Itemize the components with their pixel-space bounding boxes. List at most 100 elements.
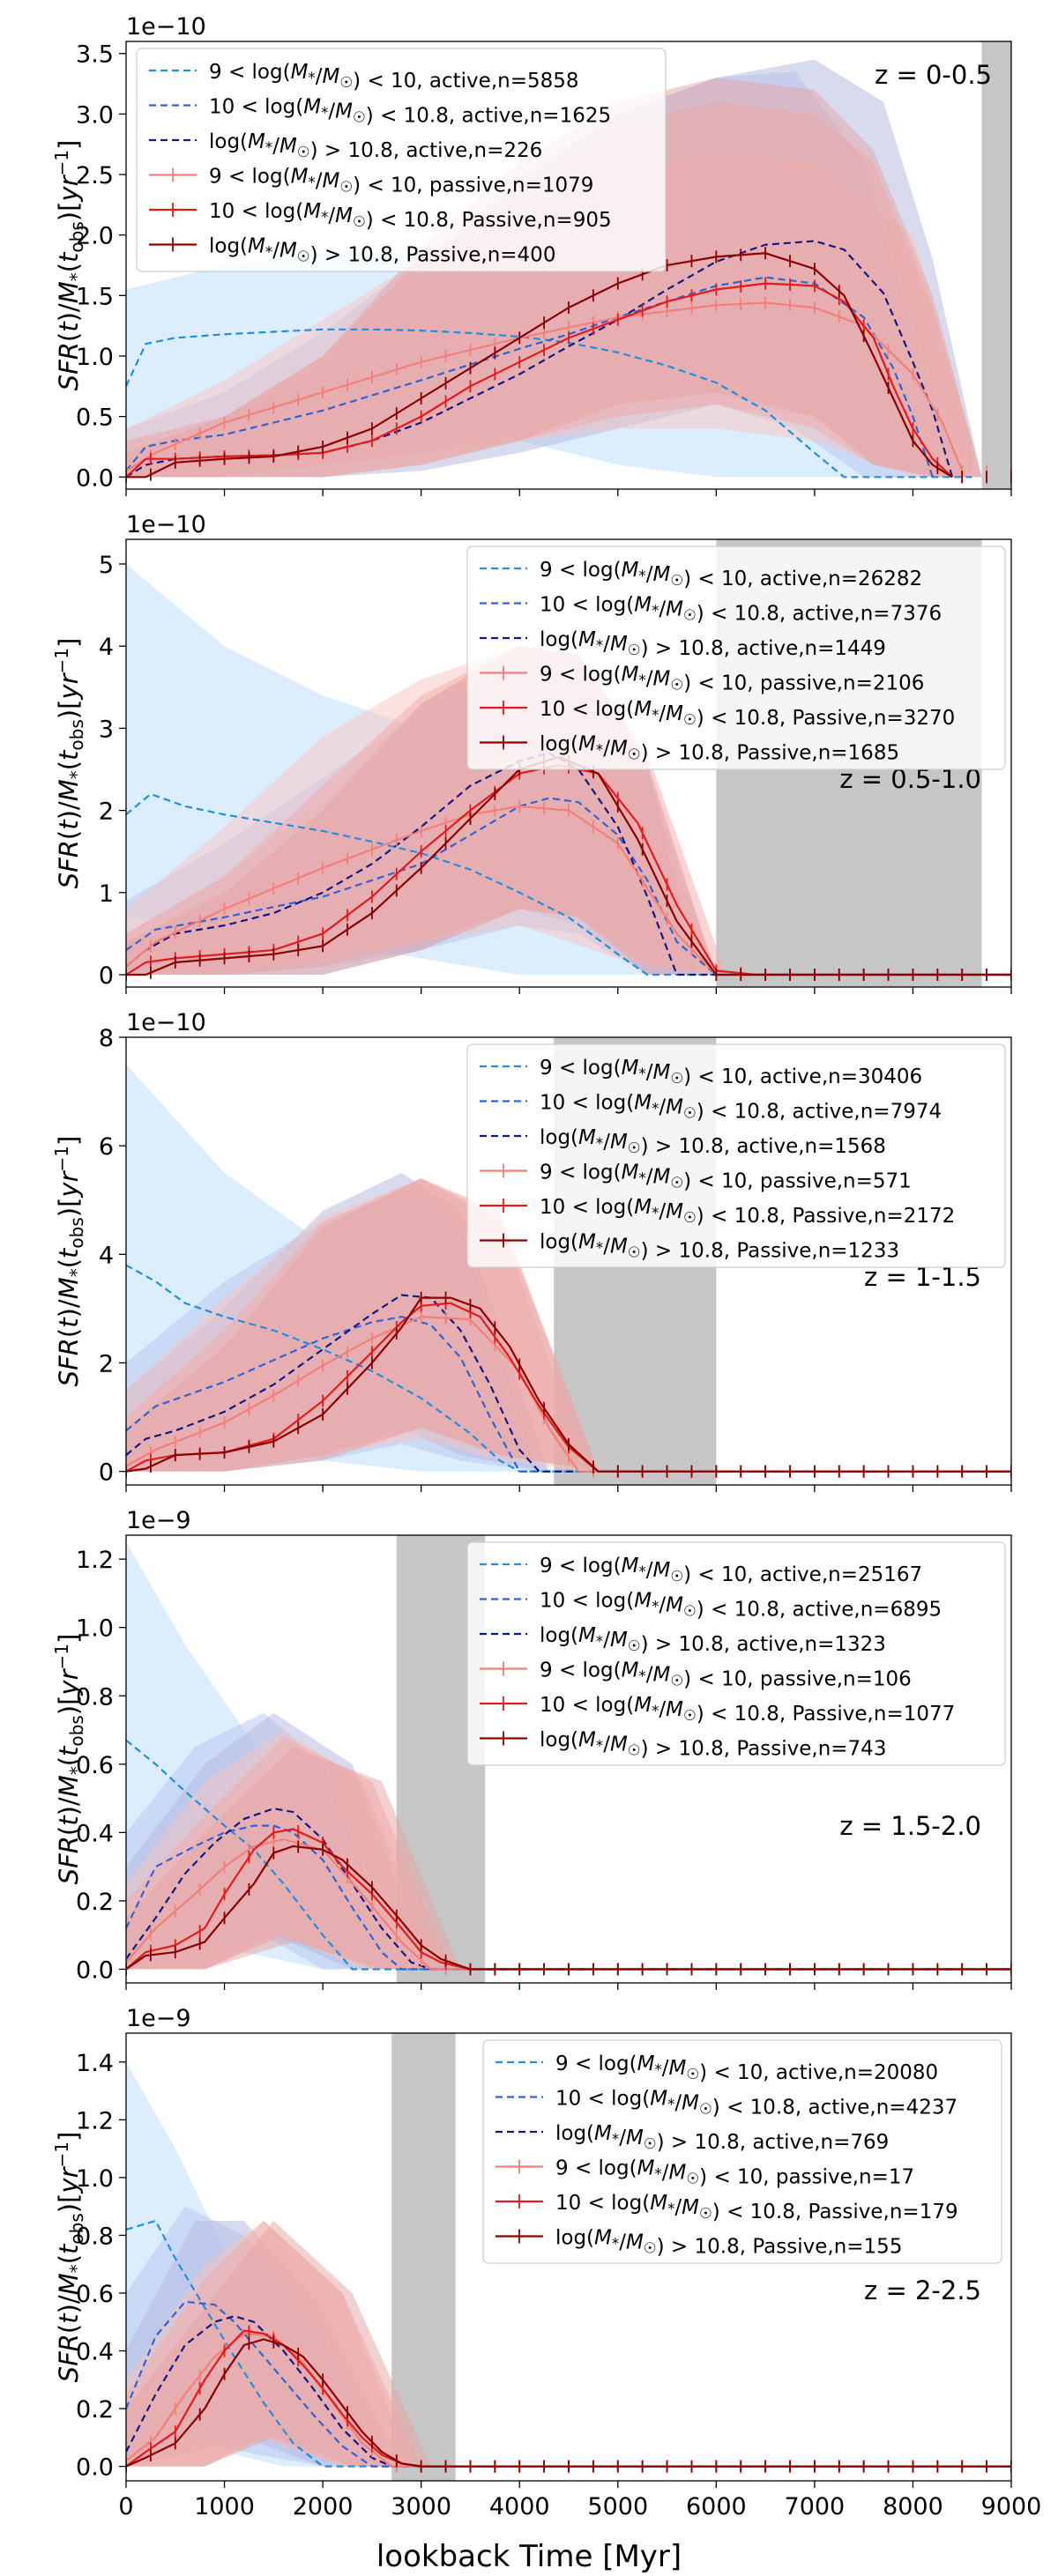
legend-entry-2: 10 < log(M*/M☉) < 10.8, active,n=4237 — [555, 2088, 957, 2119]
axes-frame — [125, 1036, 1012, 1486]
series-line-1 — [126, 328, 972, 479]
scale-label: 1e−9 — [126, 2005, 191, 2032]
x-tick-label: 2000 — [293, 2493, 354, 2520]
y-tick-label: 3 — [99, 716, 114, 743]
x-tick-label: 8000 — [883, 2493, 943, 2520]
band-6 — [126, 1747, 461, 1970]
y-axis-label: SFR(t)/M*(tobs)[yr−1] — [51, 2132, 87, 2383]
scale-label: 1e−10 — [126, 511, 206, 538]
legend-entry-4: 9 < log(M*/M☉) < 10, passive,n=1079 — [209, 166, 593, 197]
x-tick-label: 3000 — [391, 2493, 451, 2520]
legend-entry-4: 9 < log(M*/M☉) < 10, passive,n=17 — [555, 2157, 914, 2189]
band-6 — [126, 78, 982, 478]
legend-entry-6: log(M*/M☉) > 10.8, Passive,n=743 — [540, 1729, 886, 1761]
legend-entry-6: log(M*/M☉) > 10.8, Passive,n=400 — [209, 235, 555, 267]
axes-frame — [125, 1534, 1012, 1984]
y-tick-label: 1.2 — [76, 1547, 114, 1574]
legend-entry-2: 10 < log(M*/M☉) < 10.8, active,n=7376 — [540, 594, 942, 626]
y-tick-label: 2.0 — [76, 223, 114, 250]
x-tick-label: 0 — [118, 2493, 133, 2520]
y-tick-label: 4 — [99, 1242, 114, 1269]
legend-entry-3: log(M*/M☉) > 10.8, active,n=1568 — [540, 1126, 886, 1158]
y-tick-label: 8 — [99, 1025, 114, 1052]
series-line-2 — [126, 797, 1011, 976]
legend-entry-2: 10 < log(M*/M☉) < 10.8, active,n=7974 — [540, 1092, 942, 1124]
legend: 9 < log(M*/M☉) < 10, active,n=26282 10 < … — [466, 546, 1006, 770]
y-tick-label: 0 — [99, 1459, 114, 1487]
redshift-label: z = 2-2.5 — [864, 2275, 981, 2305]
y-tick-label: 0.2 — [76, 2396, 114, 2424]
legend-entry-1: 9 < log(M*/M☉) < 10, active,n=30406 — [540, 1057, 922, 1088]
legend-entry-5: 10 < log(M*/M☉) < 10.8, Passive,n=3270 — [540, 698, 955, 730]
y-tick-label: 3.0 — [76, 101, 114, 129]
legend-entry-4: 9 < log(M*/M☉) < 10, passive,n=106 — [540, 1659, 912, 1691]
legend-box — [466, 1541, 1006, 1766]
y-tick-label: 1.5 — [76, 283, 114, 310]
series-line-1 — [126, 1739, 1011, 1971]
y-tick-label: 0.6 — [76, 1752, 114, 1779]
legend-entry-3: log(M*/M☉) > 10.8, active,n=769 — [555, 2122, 889, 2154]
legend-entry-5: 10 < log(M*/M☉) < 10.8, Passive,n=179 — [555, 2192, 958, 2223]
series-line-2 — [126, 2300, 1011, 2468]
legend-entry-3: log(M*/M☉) > 10.8, active,n=226 — [209, 130, 542, 162]
panel-4: 0.0 0.2 0.4 0.6 0.8 1.0 1.2 1e−9 SFR(t)/M*(tobs)… — [51, 1507, 1012, 1990]
y-tick-label: 0.0 — [76, 464, 114, 492]
legend: 9 < log(M*/M☉) < 10, active,n=25167 10 < … — [466, 1541, 1006, 1766]
series-line-4 — [126, 1837, 1011, 1971]
series-line-2 — [126, 1315, 1011, 1473]
y-tick-label: 0.5 — [76, 405, 114, 432]
y-axis-label: SFR(t)/M*(tobs)[yr−1] — [51, 1136, 87, 1387]
y-tick-label: 0.2 — [76, 1889, 114, 1916]
series-line-3 — [126, 1294, 1011, 1473]
legend-entry-6: log(M*/M☉) > 10.8, Passive,n=155 — [555, 2227, 902, 2259]
legend-box — [466, 1043, 1006, 1268]
y-tick-label: 5 — [99, 552, 114, 579]
legend-entry-1: 9 < log(M*/M☉) < 10, active,n=26282 — [540, 559, 922, 590]
legend-entry-6: log(M*/M☉) > 10.8, Passive,n=1685 — [540, 733, 899, 765]
x-tick-label: 1000 — [194, 2493, 255, 2520]
y-tick-label: 0.8 — [76, 2223, 114, 2250]
series-line-3 — [126, 752, 1011, 976]
y-tick-label: 0.8 — [76, 1683, 114, 1711]
y-tick-label: 1.2 — [76, 2107, 114, 2134]
y-axis-label: SFR(t)/M*(tobs)[yr−1] — [51, 638, 87, 889]
y-axis-label: SFR(t)/M*(tobs)[yr−1] — [51, 1634, 87, 1885]
y-tick-label: 3.5 — [76, 41, 114, 69]
scale-label: 1e−10 — [126, 1009, 206, 1036]
x-tick-label: 4000 — [489, 2493, 550, 2520]
y-tick-label: 1.4 — [76, 2050, 114, 2077]
legend-box — [466, 546, 1006, 770]
legend-entry-1: 9 < log(M*/M☉) < 10, active,n=5858 — [209, 61, 579, 93]
y-tick-label: 0.4 — [76, 1820, 114, 1847]
legend-entry-4: 9 < log(M*/M☉) < 10, passive,n=571 — [540, 1162, 912, 1193]
legend-entry-3: log(M*/M☉) > 10.8, active,n=1449 — [540, 628, 886, 660]
legend-entry-6: log(M*/M☉) > 10.8, Passive,n=1233 — [540, 1231, 899, 1263]
redshift-label: z = 1.5-2.0 — [839, 1811, 981, 1841]
series-line-1 — [126, 792, 1011, 976]
legend-entry-2: 10 < log(M*/M☉) < 10.8, active,n=1625 — [209, 96, 611, 128]
x-tick-label: 7000 — [785, 2493, 846, 2520]
legend-entry-1: 9 < log(M*/M☉) < 10, active,n=20080 — [555, 2053, 938, 2084]
y-tick-label: 4 — [99, 634, 114, 661]
x-tick-label: 9000 — [981, 2493, 1042, 2520]
y-tick-label: 1.0 — [76, 2165, 114, 2193]
redshift-label: z = 0-0.5 — [875, 60, 992, 90]
y-tick-label: 2 — [99, 1350, 114, 1377]
y-tick-label: 0.6 — [76, 2281, 114, 2308]
y-tick-label: 0.0 — [76, 2454, 114, 2482]
axes-frame — [125, 2032, 1012, 2482]
y-tick-label: 1.0 — [76, 1615, 114, 1643]
x-tick-label: 5000 — [587, 2493, 648, 2520]
y-tick-label: 1.0 — [76, 344, 114, 371]
axes-frame — [125, 538, 1012, 988]
series-line-1 — [126, 2219, 1011, 2468]
panel-1: 0.0 0.5 1.0 1.5 2.0 2.5 3.0 3.5 1e−10 SFR(t)/M*(t… — [51, 13, 1012, 496]
series-line-3 — [126, 1808, 1011, 1971]
plot-area — [126, 2033, 1011, 2481]
legend: 9 < log(M*/M☉) < 10, active,n=30406 10 < … — [466, 1043, 1006, 1268]
series-line-6 — [126, 1296, 1011, 1473]
